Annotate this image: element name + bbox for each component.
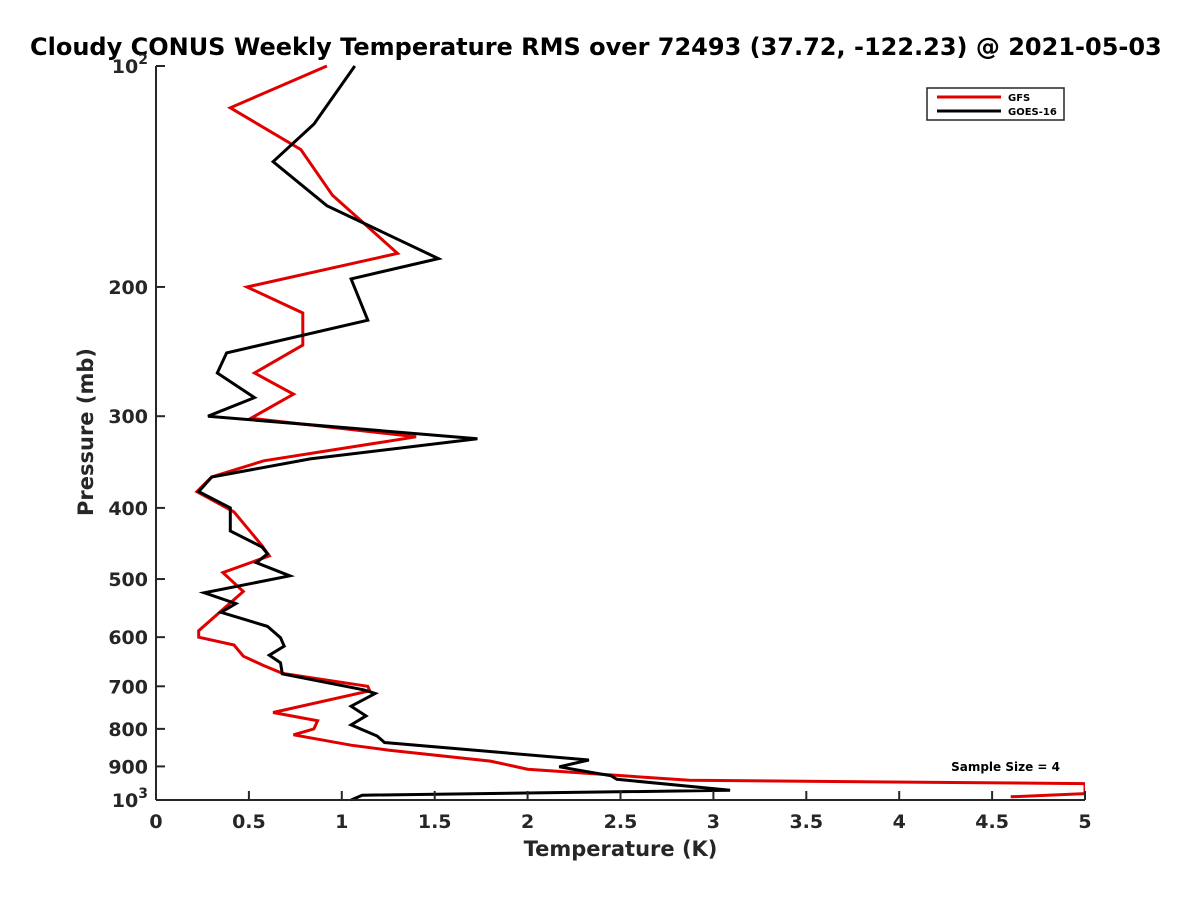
x-tick-label: 3: [707, 811, 720, 833]
y-tick-label: 900: [108, 756, 148, 778]
y-tick-label: 800: [108, 719, 148, 741]
legend: GFS GOES-16: [926, 87, 1065, 121]
x-tick-label: 4: [893, 811, 906, 833]
y-tick-label: 103: [112, 786, 148, 812]
y-tick-label: 600: [108, 627, 148, 649]
legend-label: GOES-16: [1008, 107, 1057, 118]
y-tick-label: 500: [108, 569, 148, 591]
legend-box: [926, 87, 1065, 121]
x-tick-label: 1.5: [418, 811, 452, 833]
series-line-goes-16: [196, 65, 731, 802]
series-layer: [194, 64, 1085, 802]
legend-label: GFS: [1008, 93, 1030, 104]
x-tick-label: 4.5: [975, 811, 1009, 833]
y-tick-label: 300: [108, 406, 148, 428]
x-tick-label: 3.5: [789, 811, 823, 833]
x-tick-label: 2: [521, 811, 534, 833]
y-tick-label: 700: [108, 676, 148, 698]
x-tick-label: 5: [1078, 811, 1091, 833]
x-tick-label: 0.5: [232, 811, 266, 833]
sample-size-annotation: Sample Size = 4: [951, 760, 1060, 774]
chart-title: Cloudy CONUS Weekly Temperature RMS over…: [30, 33, 1162, 61]
y-axis-ticks: 102 200 300 400 500 600 700 800 900 103: [108, 52, 165, 812]
x-tick-label: 1: [335, 811, 348, 833]
x-axis-ticks: 0 0.5 1 1.5 2 2.5 3 3.5 4 4.5 5: [149, 791, 1092, 833]
plot-background: [156, 66, 1085, 800]
x-tick-label: 0: [149, 811, 162, 833]
y-tick-label: 200: [108, 277, 148, 299]
y-tick-label: 102: [112, 52, 148, 78]
y-axis-label: Pressure (mb): [74, 348, 98, 516]
y-tick-label: 400: [108, 498, 148, 520]
x-tick-label: 2.5: [604, 811, 638, 833]
x-axis-label: Temperature (K): [524, 837, 718, 861]
plot-area: [155, 64, 1085, 802]
